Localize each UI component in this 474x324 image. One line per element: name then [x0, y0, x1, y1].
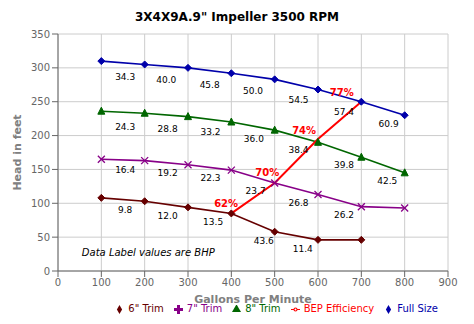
- svg-text:250: 250: [31, 96, 50, 107]
- svg-text:Data Label values are BHP: Data Label values are BHP: [82, 247, 216, 258]
- svg-text:50.0: 50.0: [243, 86, 263, 96]
- svg-text:0: 0: [55, 277, 61, 288]
- svg-text:70%: 70%: [255, 167, 279, 178]
- svg-text:500: 500: [265, 277, 284, 288]
- svg-text:74%: 74%: [292, 125, 316, 136]
- html-text:6" Trim: 6" Trim: [128, 303, 164, 314]
- svg-text:Head in feet: Head in feet: [11, 114, 24, 190]
- svg-text:54.5: 54.5: [288, 95, 308, 105]
- svg-text:13.5: 13.5: [203, 217, 223, 227]
- svg-text:800: 800: [395, 277, 414, 288]
- svg-text:Gallons Per Minute: Gallons Per Minute: [194, 293, 312, 306]
- html-text:3X4X9A.9" Impeller 3500 RPM: 3X4X9A.9" Impeller 3500 RPM: [134, 10, 340, 24]
- html-text:7" Trim: 7" Trim: [186, 303, 223, 314]
- svg-text:300: 300: [178, 277, 197, 288]
- svg-text:22.3: 22.3: [201, 173, 221, 183]
- svg-text:900: 900: [438, 277, 457, 288]
- svg-text:26.2: 26.2: [334, 210, 354, 220]
- svg-text:350: 350: [31, 29, 50, 40]
- svg-text:34.3: 34.3: [115, 72, 135, 82]
- svg-text:16.4: 16.4: [115, 165, 135, 175]
- svg-text:9.8: 9.8: [118, 205, 133, 215]
- svg-text:42.5: 42.5: [377, 176, 397, 186]
- html-text:BEP Efficiency: BEP Efficiency: [303, 303, 375, 314]
- svg-text:600: 600: [308, 277, 327, 288]
- html-text:Full Size: Full Size: [397, 303, 438, 314]
- svg-text:150: 150: [31, 164, 50, 175]
- svg-text:23.7: 23.7: [246, 186, 266, 196]
- svg-text:300: 300: [31, 62, 50, 73]
- svg-text:33.2: 33.2: [201, 127, 221, 137]
- svg-text:200: 200: [31, 130, 50, 141]
- svg-text:400: 400: [222, 277, 241, 288]
- svg-text:60.9: 60.9: [379, 119, 399, 129]
- svg-text:26.8: 26.8: [288, 198, 308, 208]
- svg-text:28.8: 28.8: [158, 124, 178, 134]
- svg-text:57.4: 57.4: [334, 107, 354, 117]
- svg-text:40.0: 40.0: [156, 75, 176, 85]
- svg-text:700: 700: [352, 277, 371, 288]
- svg-text:39.8: 39.8: [334, 160, 354, 170]
- svg-text:200: 200: [135, 277, 154, 288]
- svg-text:43.6: 43.6: [254, 236, 274, 246]
- svg-text:50: 50: [37, 232, 50, 243]
- html-text:8" Trim: 8" Trim: [245, 303, 281, 314]
- svg-text:19.2: 19.2: [158, 168, 178, 178]
- svg-text:100: 100: [92, 277, 111, 288]
- svg-text:100: 100: [31, 198, 50, 209]
- svg-text:12.0: 12.0: [158, 211, 178, 221]
- svg-text:11.4: 11.4: [293, 244, 313, 254]
- svg-text:38.4: 38.4: [288, 145, 308, 155]
- svg-text:36.0: 36.0: [244, 134, 264, 144]
- svg-text:77%: 77%: [330, 87, 354, 98]
- svg-text:24.3: 24.3: [115, 122, 135, 132]
- svg-text:62%: 62%: [214, 198, 238, 209]
- svg-text:45.8: 45.8: [200, 80, 220, 90]
- svg-text:0: 0: [44, 266, 50, 277]
